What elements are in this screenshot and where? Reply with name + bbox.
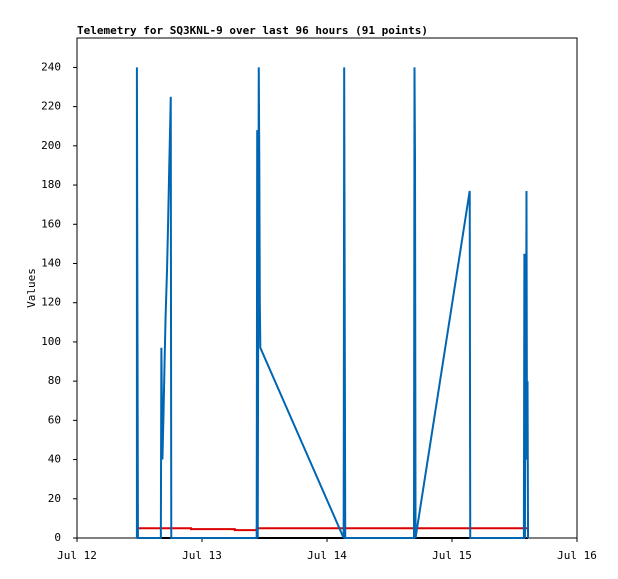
x-tick-label: Jul 12	[57, 549, 97, 562]
x-tick-label: Jul 15	[432, 549, 472, 562]
y-tick-label: 200	[41, 139, 61, 152]
y-tick-label: 100	[41, 335, 61, 348]
x-tick-label: Jul 14	[307, 549, 347, 562]
y-tick-label: 220	[41, 100, 61, 113]
y-tick-label: 60	[48, 413, 61, 426]
y-tick-label: 240	[41, 60, 61, 73]
y-tick-label: 140	[41, 256, 61, 269]
y-tick-label: 20	[48, 492, 61, 505]
y-tick-label: 0	[54, 531, 61, 544]
y-tick-label: 120	[41, 296, 61, 309]
x-tick-label: Jul 16	[557, 549, 597, 562]
y-tick-label: 80	[48, 374, 61, 387]
y-tick-label: 160	[41, 217, 61, 230]
chart-title: Telemetry for SQ3KNL-9 over last 96 hour…	[77, 24, 428, 37]
x-tick-label: Jul 13	[182, 549, 222, 562]
data-line	[135, 67, 530, 539]
y-tick-label: 40	[48, 453, 61, 466]
plot-frame	[76, 37, 578, 539]
y-axis-label: Values	[25, 268, 38, 308]
y-tick-label: 180	[41, 178, 61, 191]
